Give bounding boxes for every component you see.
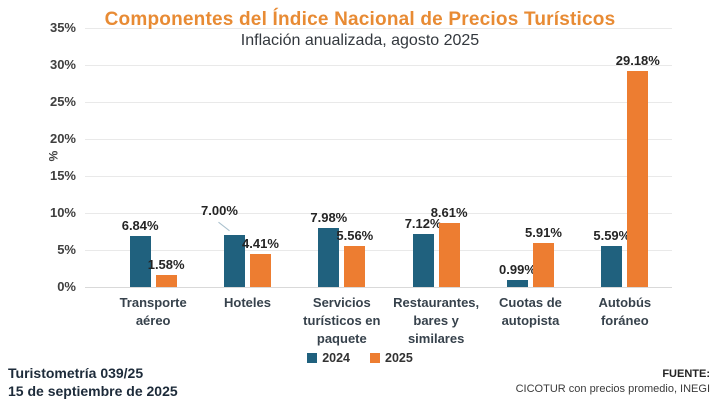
y-tick-30: 30%: [49, 57, 76, 72]
bar-slot-2025-cuotas-de-autopista: 5.91%: [525, 28, 562, 287]
legend: 2024 2025: [0, 351, 720, 365]
bar-2024-hoteles: [223, 235, 245, 287]
label-leader-line: [218, 221, 231, 232]
gridline-35: [85, 28, 672, 29]
value-label-2024-restaurantes-bares-y-similares: 7.12%: [404, 216, 442, 232]
y-tick-25: 25%: [49, 94, 76, 109]
publication-date: 15 de septiembre de 2025: [8, 383, 178, 399]
value-label-2025-cuotas-de-autopista: 5.91%: [525, 225, 562, 241]
bar-slot-2024-servicios-turisticos-en-paquete: 7.98%: [310, 28, 347, 287]
bar-group-transporte-aereo: 6.84% 1.58%: [106, 28, 200, 287]
bar-2025-cuotas-de-autopista: [532, 243, 554, 287]
bars-layer: 6.84% 1.58% 7.00% 4.41% 7.98% 5.56% 7.12% 8.61%…: [106, 28, 672, 287]
bar-2024-cuotas-de-autopista: [506, 279, 528, 287]
legend-swatch-2025: [370, 353, 380, 363]
bar-slot-2025-servicios-turisticos-en-paquete: 5.56%: [336, 28, 373, 287]
legend-label-2025: 2025: [385, 351, 413, 365]
y-tick-35: 35%: [49, 20, 76, 35]
bar-2025-restaurantes-bares-y-similares: [438, 223, 460, 287]
y-tick-20: 20%: [49, 131, 76, 146]
source-text: CICOTUR con precios promedio, INEGI: [515, 383, 710, 395]
gridline-0: [85, 287, 672, 288]
value-label-2024-transporte-aereo: 6.84%: [121, 218, 159, 234]
x-label-autobus-foraneo: Autobús foráneo: [598, 295, 652, 328]
bar-2024-restaurantes-bares-y-similares: [412, 234, 434, 287]
bar-2024-autobus-foraneo: [601, 245, 623, 287]
value-label-2024-cuotas-de-autopista: 0.99%: [499, 261, 536, 277]
gridline-15: [85, 176, 672, 177]
value-label-2025-hoteles: 4.41%: [242, 236, 279, 252]
footer-publication: Turistometría 039/25 15 de septiembre de…: [8, 364, 178, 400]
value-label-2025-restaurantes-bares-y-similares: 8.61%: [430, 205, 468, 221]
value-label-2025-servicios-turisticos-en-paquete: 5.56%: [336, 227, 374, 243]
x-label-cuotas-de-autopista: Cuotas de autopista: [499, 295, 562, 328]
bar-2025-servicios-turisticos-en-paquete: [344, 245, 366, 287]
bar-slot-2024-cuotas-de-autopista: 0.99%: [499, 28, 536, 287]
footer-source: FUENTE: CICOTUR con precios promedio, IN…: [516, 367, 710, 397]
bar-slot-2025-autobus-foraneo: 29.18%: [616, 28, 660, 287]
x-label-servicios-turisticos-en-paquete: Servicios turísticos en paquete: [303, 295, 381, 346]
value-label-2024-hoteles: 7.00%: [201, 203, 238, 219]
y-axis-title: %: [46, 150, 61, 162]
bar-slot-2025-hoteles: 4.41%: [242, 28, 279, 287]
bar-group-restaurantes-bares-y-similares: 7.12% 8.61%: [389, 28, 483, 287]
chart-subtitle: Inflación anualizada, agosto 2025: [240, 32, 480, 49]
y-axis-ticks: 0% 5% 10% 15% 20% 25% 30% 35%: [0, 20, 76, 294]
value-label-2024-servicios-turisticos-en-paquete: 7.98%: [310, 209, 348, 225]
x-label-restaurantes-bares-y-similares: Restaurantes, bares y similares: [393, 295, 480, 346]
y-tick-10: 10%: [49, 205, 76, 220]
bar-slot-2024-restaurantes-bares-y-similares: 7.12%: [405, 28, 442, 287]
legend-item-2024: 2024: [307, 351, 350, 365]
bar-group-autobus-foraneo: 5.59% 29.18%: [578, 28, 672, 287]
bar-2025-hoteles: [249, 254, 271, 287]
bar-group-servicios-turisticos-en-paquete: 7.98% 5.56%: [295, 28, 389, 287]
bar-slot-2024-transporte-aereo: 6.84%: [122, 28, 159, 287]
bar-slot-2025-restaurantes-bares-y-similares: 8.61%: [431, 28, 468, 287]
y-tick-0: 0%: [57, 279, 76, 294]
x-axis-labels: Transporte aéreo Hoteles Servicios turísti…: [106, 294, 672, 348]
chart-title: Componentes del Índice Nacional de Preci…: [104, 9, 616, 30]
bar-2024-servicios-turisticos-en-paquete: [318, 227, 340, 287]
x-label-hoteles: Hoteles: [224, 295, 271, 310]
x-label-transporte-aereo: Transporte aéreo: [119, 295, 187, 328]
bar-slot-2024-hoteles: 7.00%: [201, 28, 245, 287]
publication-id: Turistometría 039/25: [8, 365, 144, 381]
bar-2024-transporte-aereo: [129, 236, 151, 287]
y-tick-5: 5%: [57, 242, 76, 257]
value-label-2024-autobus-foraneo: 5.59%: [593, 227, 631, 243]
plot-area: 6.84% 1.58% 7.00% 4.41% 7.98% 5.56% 7.12% 8.61%…: [85, 28, 672, 288]
bar-2025-autobus-foraneo: [627, 71, 649, 287]
value-label-2025-autobus-foraneo: 29.18%: [615, 53, 660, 69]
bar-group-cuotas-de-autopista: 0.99% 5.91%: [483, 28, 577, 287]
bar-group-hoteles: 7.00% 4.41%: [200, 28, 294, 287]
gridline-30: [85, 65, 672, 66]
gridline-5: [85, 250, 672, 251]
legend-label-2024: 2024: [322, 351, 350, 365]
gridline-25: [85, 102, 672, 103]
bar-slot-2025-transporte-aereo: 1.58%: [148, 28, 185, 287]
y-tick-15: 15%: [49, 168, 76, 183]
legend-item-2025: 2025: [370, 351, 413, 365]
source-label: FUENTE:: [662, 368, 710, 380]
legend-swatch-2024: [307, 353, 318, 363]
bar-slot-2024-autobus-foraneo: 5.59%: [593, 28, 630, 287]
gridline-20: [85, 139, 672, 140]
bar-2025-transporte-aereo: [155, 275, 177, 287]
value-label-2025-transporte-aereo: 1.58%: [147, 257, 185, 273]
gridline-10: [85, 213, 672, 214]
